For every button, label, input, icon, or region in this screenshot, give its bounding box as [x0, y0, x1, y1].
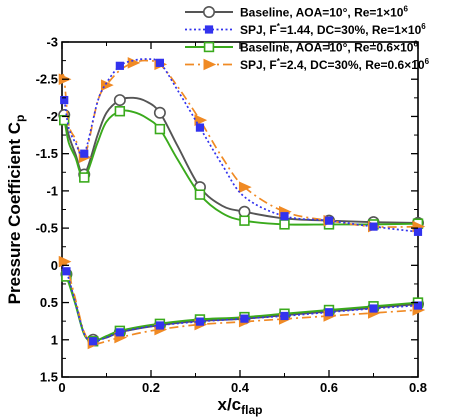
data-point-upper	[115, 61, 124, 70]
data-point-lower	[115, 328, 124, 337]
legend-label: Baseline, AOA=10°, Re=1×106	[240, 5, 408, 20]
x-axis-label: x/cflap	[218, 395, 263, 417]
data-point-upper	[195, 123, 205, 132]
series-line-upper	[61, 109, 419, 226]
data-point-lower	[369, 304, 378, 313]
data-point-upper	[127, 57, 141, 69]
x-tick-label: 0.2	[142, 380, 160, 395]
y-tick-label: 1.5	[40, 370, 58, 385]
data-point-upper	[79, 172, 90, 183]
axis-labels: x/cflap Pressure Coefficient Cp	[5, 115, 262, 417]
series-line-upper	[61, 59, 419, 228]
axis-ticks: 0 0.2 0.4 0.6 0.8 -3 -2.5 -2 -1.5 -1 -0.5 0 0.5 1 1.5	[36, 35, 427, 396]
y-tick-label: -3	[46, 35, 58, 50]
legend-label: SPJ, F*=2.4, DC=30%, Re=0.6×106	[240, 57, 430, 72]
data-point-lower	[195, 317, 205, 326]
y-tick-label: 1	[51, 332, 58, 347]
y-axis-label: Pressure Coefficient Cp	[5, 115, 27, 305]
y-tick-label: 0	[51, 258, 58, 273]
data-point-upper	[369, 222, 378, 231]
data-point-upper	[239, 215, 250, 226]
x-tick-label: 0	[58, 380, 65, 395]
data-point-upper	[279, 219, 290, 230]
y-tick-label: -1.5	[36, 146, 58, 161]
series-1	[60, 58, 423, 346]
legend: Baseline, AOA=10°, Re=1×106 SPJ, F*=1.44,…	[185, 5, 430, 72]
legend-marker	[203, 41, 215, 53]
x-tick-label: 0.6	[320, 380, 338, 395]
series-lines	[58, 57, 426, 350]
data-point-upper	[194, 189, 206, 200]
data-point-lower	[155, 321, 165, 330]
data-point-upper	[60, 95, 69, 105]
legend-marker	[203, 6, 216, 18]
series-line-upper	[61, 96, 419, 224]
legend-entry: SPJ, F*=1.44, DC=30%, Re=1×106	[185, 22, 426, 37]
legend-marker	[203, 58, 217, 71]
data-point-upper	[113, 94, 126, 107]
y-tick-label: -2.5	[36, 72, 58, 87]
data-point-upper	[238, 205, 251, 218]
x-tick-label: 0.4	[231, 380, 250, 395]
y-tick-label: -1	[46, 183, 58, 198]
data-point-upper	[59, 114, 70, 126]
y-tick-label: -0.5	[36, 221, 58, 236]
data-point-upper	[413, 227, 423, 236]
data-point-lower	[280, 311, 289, 321]
data-point-lower	[58, 255, 72, 268]
data-point-lower	[240, 314, 249, 323]
data-point-upper	[154, 123, 166, 135]
data-point-upper	[238, 181, 252, 193]
data-point-upper	[280, 212, 289, 221]
data-point-lower	[324, 308, 334, 317]
x-tick-label: 0.8	[409, 380, 427, 395]
data-point-upper	[324, 216, 334, 225]
y-tick-label: -2	[46, 109, 58, 124]
legend-label: Baseline, AOA=10°, Re=0.6×106	[240, 40, 418, 55]
legend-marker	[204, 25, 214, 34]
data-point-upper	[153, 106, 166, 119]
data-point-upper	[155, 58, 165, 67]
data-point-lower	[62, 267, 71, 276]
legend-entry: Baseline, AOA=10°, Re=0.6×106	[185, 40, 418, 55]
y-tick-label: 0.5	[40, 295, 58, 310]
legend-entry: SPJ, F*=2.4, DC=30%, Re=0.6×106	[185, 57, 430, 72]
legend-entry: Baseline, AOA=10°, Re=1×106	[185, 5, 408, 20]
data-point-upper	[80, 149, 89, 158]
series-line-upper	[61, 58, 419, 233]
data-point-lower	[89, 337, 98, 346]
legend-label: SPJ, F*=1.44, DC=30%, Re=1×106	[240, 22, 426, 37]
data-point-upper	[114, 106, 126, 117]
data-point-upper	[101, 79, 114, 91]
